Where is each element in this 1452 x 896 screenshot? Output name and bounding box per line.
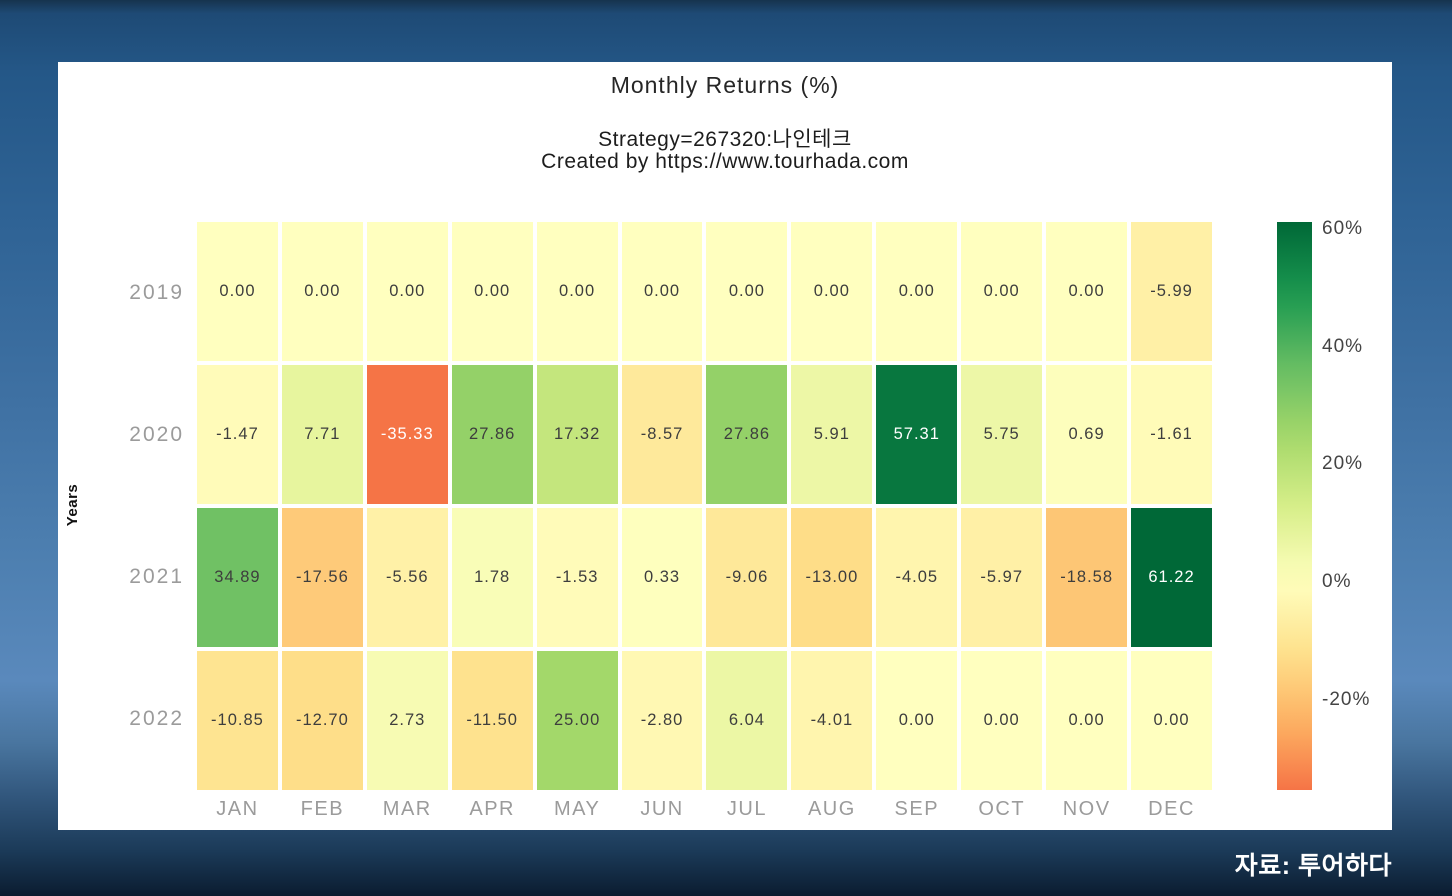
heatmap-cell: 0.00	[451, 222, 533, 361]
heatmap-cell: 0.00	[876, 651, 958, 790]
heatmap-cell: -9.06	[706, 508, 788, 647]
source-label: 자료: 투어하다	[1234, 852, 1392, 880]
heatmap-cell: -1.61	[1131, 365, 1212, 504]
heatmap-cell: 0.33	[621, 508, 703, 647]
heatmap-cell: 0.00	[621, 222, 703, 361]
heatmap-cell: 25.00	[536, 651, 618, 790]
x-tick-label: NOV	[1062, 798, 1111, 820]
heatmap-cell: 57.31	[876, 365, 958, 504]
heatmap-cell: -1.47	[197, 365, 278, 504]
heatmap-cell: 0.00	[961, 222, 1043, 361]
colorbar-tick-label: 20%	[1322, 453, 1364, 475]
heatmap-grid: 0.00 0.00 0.00 0.00 0.00 0.00 0.00 0.00 0.00 0.00…	[197, 222, 1212, 790]
x-tick-label: FEB	[300, 798, 345, 820]
heatmap-cell: 17.32	[536, 365, 618, 504]
heatmap-cell: -4.01	[791, 651, 873, 790]
heatmap-cell: -35.33	[366, 365, 448, 504]
x-axis-tick-labels: JAN FEB MAR APR MAY JUN JUL AUG SEP OCT NOV DEC	[197, 798, 1212, 826]
colorbar	[1277, 222, 1312, 790]
heatmap-cell: 0.00	[961, 651, 1043, 790]
heatmap-cell: -18.58	[1046, 508, 1128, 647]
x-tick-label: JAN	[216, 798, 259, 820]
heatmap-cell: -10.85	[197, 651, 278, 790]
y-tick-label: 2020	[129, 423, 184, 446]
x-tick-label: DEC	[1148, 798, 1195, 820]
heatmap-cell: 27.86	[706, 365, 788, 504]
x-tick-label: AUG	[807, 798, 856, 820]
heatmap-cell: 0.00	[197, 222, 278, 361]
y-tick-label: 2022	[129, 707, 184, 730]
heatmap-cell: 7.71	[281, 365, 363, 504]
chart-subtitle-credit: Created by https://www.tourhada.com	[541, 150, 909, 173]
x-tick-label: JUL	[726, 798, 767, 820]
heatmap-cell: -2.80	[621, 651, 703, 790]
heatmap-cell: -11.50	[451, 651, 533, 790]
y-axis-tick-labels: 2019 2020 2021 2022	[88, 222, 184, 790]
heatmap-cell: -17.56	[281, 508, 363, 647]
colorbar-tick-label: 0%	[1322, 571, 1352, 593]
y-tick-label: 2019	[129, 281, 184, 304]
colorbar-tick-label: 60%	[1322, 218, 1364, 240]
heatmap-cell: 0.00	[366, 222, 448, 361]
heatmap-cell: 5.91	[791, 365, 873, 504]
heatmap-cell: 0.00	[1046, 651, 1128, 790]
heatmap-cell: 0.00	[706, 222, 788, 361]
heatmap-cell: 0.00	[791, 222, 873, 361]
heatmap-cell: -4.05	[876, 508, 958, 647]
heatmap-cell: 1.78	[451, 508, 533, 647]
heatmap-cell: 0.00	[1131, 651, 1212, 790]
chart-panel: Monthly Returns (%) Strategy=267320:나인테크…	[58, 62, 1392, 830]
heatmap-cell: -12.70	[281, 651, 363, 790]
heatmap-cell: 61.22	[1131, 508, 1212, 647]
heatmap-cell: 5.75	[961, 365, 1043, 504]
y-axis-title-text: Years	[64, 483, 81, 527]
x-tick-label: SEP	[894, 798, 940, 820]
heatmap-cell: 0.00	[1046, 222, 1128, 361]
heatmap-cell: -5.97	[961, 508, 1043, 647]
heatmap-cell: 0.69	[1046, 365, 1128, 504]
heatmap-cell: -13.00	[791, 508, 873, 647]
heatmap-cell: 34.89	[197, 508, 278, 647]
chart-subtitle-strategy: Strategy=267320:나인테크	[598, 128, 852, 151]
heatmap-cell: 0.00	[536, 222, 618, 361]
heatmap-cell: -1.53	[536, 508, 618, 647]
x-tick-label: APR	[469, 798, 515, 820]
colorbar-tick-label: -20%	[1322, 688, 1371, 710]
heatmap-cell: -5.99	[1131, 222, 1212, 361]
heatmap-cell: -8.57	[621, 365, 703, 504]
heatmap-cell: 27.86	[451, 365, 533, 504]
heatmap-cell: 6.04	[706, 651, 788, 790]
chart-title: Monthly Returns (%)	[610, 72, 840, 98]
x-tick-label: OCT	[978, 798, 1026, 820]
x-tick-label: MAR	[382, 798, 432, 820]
x-tick-label: JUN	[640, 798, 684, 820]
heatmap-cell: 0.00	[281, 222, 363, 361]
heatmap-cell: -5.56	[366, 508, 448, 647]
x-tick-label: MAY	[553, 798, 601, 820]
y-tick-label: 2021	[129, 565, 184, 588]
heatmap-cell: 0.00	[876, 222, 958, 361]
colorbar-tick-label: 40%	[1322, 335, 1364, 357]
heatmap-cell: 2.73	[366, 651, 448, 790]
